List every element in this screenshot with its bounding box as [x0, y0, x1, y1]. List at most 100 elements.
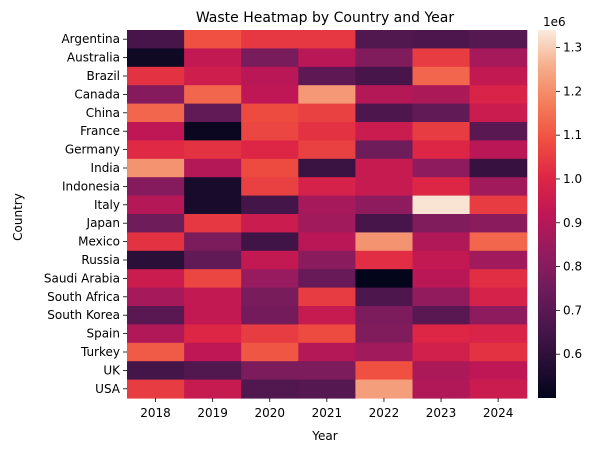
y-tick-label: Saudi Arabia [44, 271, 120, 285]
heatmap-cell [241, 122, 299, 141]
heatmap-cell [469, 269, 528, 289]
heatmap-cell [412, 177, 471, 197]
colorbar-tick-label: 0.9 [563, 216, 582, 230]
heatmap-cell [412, 103, 471, 123]
heatmap-cell [241, 361, 299, 381]
heatmap-cell [469, 103, 528, 123]
y-axis-label: Country [11, 193, 25, 241]
heatmap-cell [298, 103, 356, 123]
x-tick-label: 2022 [369, 406, 400, 420]
y-tick-label: Argentina [61, 32, 120, 46]
y-tick-label: Brazil [87, 69, 121, 83]
heatmap-cell [127, 232, 185, 252]
heatmap-cell [298, 30, 356, 49]
heatmap-cell [184, 66, 242, 86]
colorbar-tick-label: 0.7 [563, 303, 582, 317]
heatmap-cell [469, 48, 528, 68]
heatmap-cell [184, 342, 242, 362]
colorbar-scale-label: 1e6 [543, 15, 566, 29]
x-tick-label: 2018 [140, 406, 171, 420]
heatmap-cell [298, 140, 356, 160]
heatmap-cell [241, 306, 299, 325]
heatmap-cell [241, 379, 299, 399]
heatmap-cell [412, 269, 471, 289]
heatmap-cell [355, 232, 414, 252]
heatmap-cell [127, 103, 185, 123]
heatmap-cell [469, 177, 528, 197]
heatmap-cell [355, 306, 414, 325]
heatmap-cell [127, 195, 185, 215]
heatmap-cell [412, 214, 471, 233]
chart-title: Waste Heatmap by Country and Year [196, 10, 454, 26]
heatmap-cell [355, 324, 414, 344]
heatmap-cell [298, 379, 356, 399]
heatmap-cell [127, 306, 185, 325]
heatmap-cell [469, 324, 528, 344]
heatmap-cell [184, 361, 242, 381]
heatmap-cell [184, 103, 242, 123]
y-tick-labels: Argentina Australia Brazil Canada China Franc… [44, 32, 127, 396]
x-tick-label: 2024 [483, 406, 514, 420]
heatmap-cell [298, 342, 356, 362]
heatmap-cell [184, 122, 242, 141]
heatmap-cell [469, 30, 528, 49]
heatmap-cell [241, 103, 299, 123]
heatmap-cell [241, 195, 299, 215]
heatmap-cell [241, 177, 299, 197]
heatmap-cell [298, 250, 356, 270]
colorbar-tick-label: 0.6 [563, 347, 582, 361]
x-tick-label: 2021 [312, 406, 343, 420]
heatmap-cell [469, 122, 528, 141]
heatmap-cell [127, 361, 185, 381]
heatmap-cell [412, 85, 471, 105]
heatmap-cell [298, 48, 356, 68]
heatmap-cell [355, 342, 414, 362]
heatmap-cell [355, 158, 414, 178]
heatmap-cell [127, 48, 185, 68]
y-tick-label: USA [95, 382, 121, 396]
heatmap-cell [241, 30, 299, 49]
colorbar-gradient [538, 30, 556, 398]
y-tick-label: Indonesia [62, 179, 120, 193]
heatmap-cell [355, 140, 414, 160]
heatmap-cell [241, 48, 299, 68]
heatmap-cells [127, 30, 528, 399]
heatmap-cell [127, 66, 185, 86]
heatmap-cell [298, 306, 356, 325]
y-tick-label: Australia [67, 51, 120, 65]
heatmap-cell [298, 361, 356, 381]
heatmap-cell [469, 195, 528, 215]
heatmap-cell [127, 342, 185, 362]
heatmap-cell [241, 250, 299, 270]
heatmap-cell [355, 103, 414, 123]
heatmap-cell [241, 85, 299, 105]
colorbar-tick-label: 1.3 [563, 41, 582, 55]
heatmap-cell [355, 177, 414, 197]
heatmap-cell [412, 122, 471, 141]
heatmap-cell [469, 140, 528, 160]
y-tick-label: UK [103, 363, 121, 377]
y-tick-label: Russia [81, 253, 120, 267]
heatmap-cell [241, 214, 299, 233]
heatmap-cell [127, 287, 185, 307]
heatmap-cell [469, 85, 528, 105]
heatmap-cell [469, 250, 528, 270]
heatmap-cell [298, 85, 356, 105]
heatmap-cell [298, 66, 356, 86]
heatmap-cell [184, 324, 242, 344]
y-tick-label: France [80, 124, 120, 138]
heatmap-cell [127, 85, 185, 105]
heatmap-cell [127, 250, 185, 270]
heatmap-cell [355, 195, 414, 215]
heatmap-cell [412, 287, 471, 307]
heatmap-cell [184, 232, 242, 252]
heatmap-cell [298, 324, 356, 344]
heatmap-cell [184, 140, 242, 160]
heatmap-cell [184, 195, 242, 215]
x-axis-label: Year [311, 429, 337, 443]
heatmap-cell [412, 324, 471, 344]
y-tick-label: South Africa [47, 290, 120, 304]
heatmap-cell [355, 66, 414, 86]
heatmap-cell [127, 140, 185, 160]
heatmap-cell [298, 158, 356, 178]
